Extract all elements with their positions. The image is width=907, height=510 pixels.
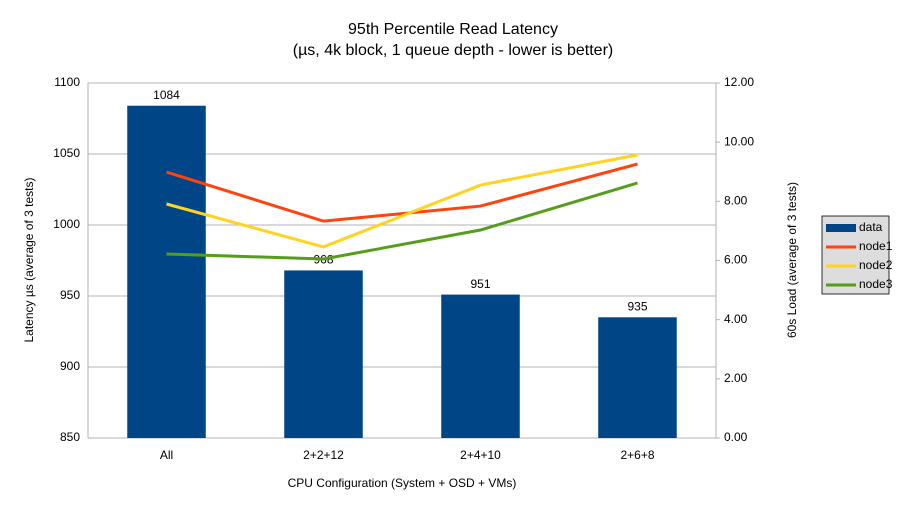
line (166, 162, 638, 223)
data-label: 951 (470, 277, 490, 291)
line (166, 153, 638, 249)
y2-tick-label: 10.00 (724, 134, 754, 148)
data-label: 1084 (153, 88, 180, 102)
bar (127, 105, 206, 438)
x-tick-label: All (160, 448, 173, 462)
x-tick-label: 2+2+12 (303, 448, 344, 462)
legend-label: data (859, 220, 883, 234)
chart-title: 95th Percentile Read Latency (348, 21, 558, 38)
y-tick-label: 850 (60, 430, 80, 444)
y-axis-title: Latency µs (average of 3 tests) (22, 178, 36, 343)
y2-tick-label: 2.00 (724, 371, 748, 385)
chart-subtitle: (µs, 4k block, 1 queue depth - lower is … (293, 42, 613, 59)
y2-tick-label: 8.00 (724, 194, 748, 208)
y2-tick-label: 4.00 (724, 312, 748, 326)
y2-axis-title: 60s Load (average of 3 tests) (785, 182, 799, 338)
bar (441, 294, 520, 438)
data-label: 935 (627, 299, 647, 313)
legend-swatch (826, 224, 856, 232)
y-tick-label: 1000 (53, 217, 80, 231)
legend-label: node2 (859, 258, 893, 272)
bar (598, 317, 677, 438)
bar (284, 270, 363, 438)
y-tick-label: 1050 (53, 146, 80, 160)
legend-label: node1 (859, 239, 893, 253)
x-axis-title: CPU Configuration (System + OSD + VMs) (288, 476, 517, 490)
x-tick-label: 2+4+10 (460, 448, 501, 462)
y-tick-label: 900 (60, 359, 80, 373)
y2-tick-label: 6.00 (724, 253, 748, 267)
y-tick-label: 1100 (54, 75, 80, 89)
y2-tick-label: 0.00 (724, 430, 748, 444)
line (166, 181, 638, 261)
y2-tick-label: 12.00 (724, 75, 754, 89)
y-tick-label: 950 (60, 288, 80, 302)
legend-label: node3 (859, 277, 893, 291)
x-tick-label: 2+6+8 (620, 448, 654, 462)
